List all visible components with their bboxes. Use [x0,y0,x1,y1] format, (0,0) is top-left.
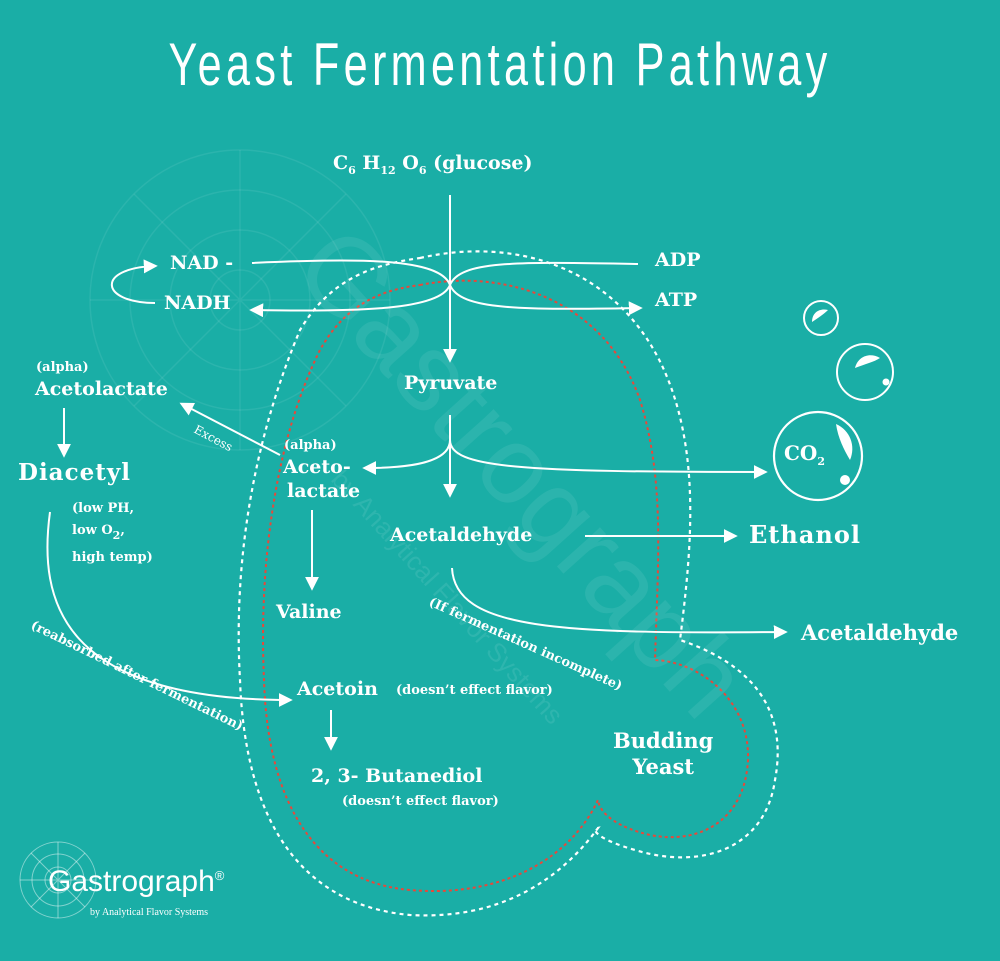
acetaldehyde-node: Acetaldehyde [390,524,533,546]
nadh-label: NADH [164,292,231,314]
valine-node: Valine [276,601,342,623]
oxygen-count: 6 [418,164,427,177]
diacetyl-node: Diacetyl [18,459,131,486]
adp-label: ADP [655,249,701,271]
page-title: Yeast Fermentation Pathway [168,31,832,98]
acetoin-note: (doesn’t effect flavor) [396,683,553,698]
acetolactate-node-line1: Aceto- [283,456,351,478]
logo-wordmark: Gastrograph® [48,865,224,899]
logo-registered-mark: ® [214,868,225,883]
watermark-rosette [89,149,391,451]
budding-yeast-line1: Budding [613,728,714,753]
reabsorbed-label: (reabsorbed after fermentation) [28,618,245,734]
acetaldehyde-output-node: Acetaldehyde [801,620,959,645]
budding-yeast-label: Budding Yeast [613,728,713,780]
co2-text: CO [784,441,818,465]
hydrogen-count: 12 [380,164,396,177]
acetolactate-alpha-prefix: (alpha) [284,438,337,453]
left-acetolactate-node: Acetolactate [35,378,168,400]
atp-label: ATP [655,289,698,311]
cell-membrane-inner [262,279,750,892]
carbon-count: 6 [348,164,356,177]
hydrogen-symbol: H [362,152,381,174]
carbon-symbol: C [333,152,349,174]
logo-tagline: by Analytical Flavor Systems [90,907,209,918]
budding-yeast-line2: Yeast [632,754,694,779]
logo-name: Gastrograph [48,865,215,898]
cell-membrane-outer [237,250,779,917]
bubble-medium [836,343,894,401]
bubble-co2 [772,410,864,502]
left-acetolactate-alpha-prefix: (alpha) [36,360,89,375]
acetolactate-node-line2: lactate [287,480,361,502]
ethanol-node: Ethanol [749,520,861,549]
condition-low-o2-subscript: 2 [112,529,121,542]
bubble-small [803,300,839,336]
glucose-name: (glucose) [433,152,533,174]
pyruvate-node: Pyruvate [404,372,498,394]
condition-low-o2-text: low O [72,523,113,538]
logo-globe-icon [19,841,97,919]
condition-high-temp: high temp) [72,550,153,565]
nad-label: NAD - [170,252,234,274]
butanediol-node: 2, 3- Butanediol [311,765,483,787]
co2-subscript: 2 [817,455,825,468]
butanediol-note: (doesn’t effect flavor) [342,794,499,809]
oxygen-symbol: O [402,152,419,174]
glucose-label: C6 H12 O6 (glucose) [333,152,532,177]
condition-low-o2: low O2, [72,520,153,547]
acetoin-node: Acetoin [297,678,378,700]
condition-low-ph: (low PH, [72,501,135,516]
diacetyl-conditions: (low PH, low O2, high temp) [72,498,153,569]
co2-label: CO2 [784,441,825,468]
condition-low-o2-comma: , [120,523,125,538]
